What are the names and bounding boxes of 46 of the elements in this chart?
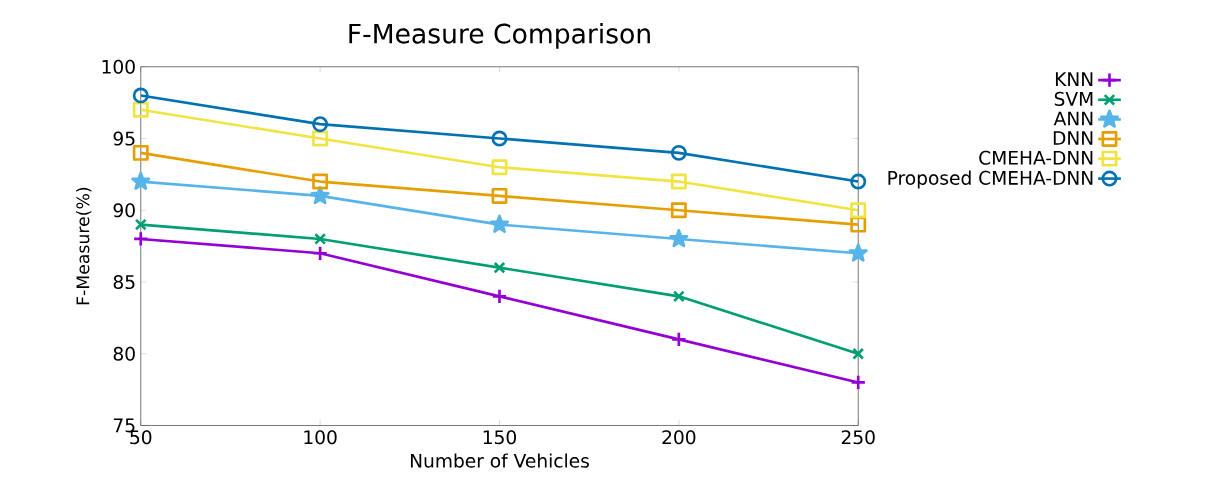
point	[131, 171, 151, 190]
x-tick-label: 200	[662, 430, 696, 445]
y-tick-label: 90	[113, 203, 135, 218]
point	[493, 261, 506, 274]
point	[310, 185, 330, 205]
point	[852, 347, 865, 360]
point	[134, 218, 147, 231]
point	[314, 232, 327, 245]
point	[132, 144, 149, 161]
point	[670, 331, 687, 348]
point	[489, 214, 510, 233]
x-tick-label: 100	[304, 430, 337, 445]
point	[491, 187, 508, 204]
point	[670, 202, 687, 219]
point	[312, 245, 329, 262]
point	[848, 243, 868, 262]
point	[850, 202, 867, 219]
y-tick-label: 95	[113, 131, 135, 146]
point	[491, 159, 508, 176]
x-tick-label: 150	[483, 430, 516, 445]
legend-label: SVM	[1054, 91, 1093, 106]
legend-label: DNN	[1053, 131, 1093, 145]
point	[491, 288, 508, 305]
legend-label: CMEHA-DNN	[979, 150, 1093, 165]
point	[132, 101, 149, 118]
x-tick-label: 250	[841, 430, 875, 445]
point	[672, 290, 685, 303]
legend-label: ANN	[1053, 111, 1093, 126]
point	[670, 144, 687, 161]
point	[312, 116, 329, 133]
point	[669, 228, 689, 248]
point	[670, 173, 687, 190]
point	[312, 173, 329, 190]
point	[491, 130, 508, 147]
y-tick-label: 80	[113, 346, 135, 361]
y-axis-title: F-Measure(%)	[76, 187, 92, 305]
y-tick-label: 100	[102, 59, 135, 74]
point	[850, 173, 867, 190]
point	[132, 87, 149, 104]
x-axis-title: Number of Vehicles	[410, 453, 589, 468]
chart-title: F-Measure Comparison	[349, 22, 650, 49]
legend-label: KNN	[1055, 72, 1093, 86]
point	[850, 374, 867, 391]
point	[132, 230, 149, 247]
y-tick-label: 85	[113, 274, 135, 289]
legend-label: Proposed CMEHA-DNN	[888, 170, 1093, 189]
